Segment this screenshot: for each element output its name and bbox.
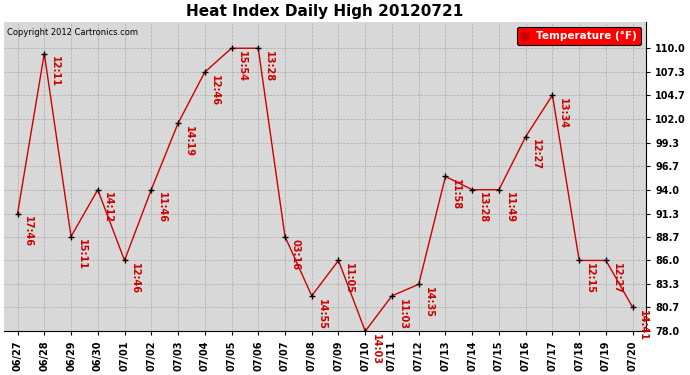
Text: 14:55: 14:55 bbox=[317, 298, 327, 330]
Title: Heat Index Daily High 20120721: Heat Index Daily High 20120721 bbox=[186, 4, 464, 19]
Text: 13:28: 13:28 bbox=[477, 192, 488, 224]
Text: 11:46: 11:46 bbox=[157, 192, 167, 224]
Text: 12:11: 12:11 bbox=[50, 56, 60, 87]
Text: 11:03: 11:03 bbox=[397, 298, 408, 330]
Text: 03:16: 03:16 bbox=[290, 239, 301, 270]
Text: 14:12: 14:12 bbox=[104, 192, 113, 224]
Text: 12:27: 12:27 bbox=[611, 263, 622, 294]
Text: 12:27: 12:27 bbox=[531, 140, 541, 171]
Text: 12:46: 12:46 bbox=[130, 263, 140, 294]
Text: 14:41: 14:41 bbox=[638, 310, 648, 341]
Text: 17:46: 17:46 bbox=[23, 216, 33, 248]
Text: 13:34: 13:34 bbox=[558, 98, 568, 129]
Text: 14:19: 14:19 bbox=[184, 126, 194, 157]
Text: 14:03: 14:03 bbox=[371, 334, 381, 365]
Text: 15:54: 15:54 bbox=[237, 51, 247, 82]
Text: 11:49: 11:49 bbox=[504, 192, 515, 224]
Text: 14:35: 14:35 bbox=[424, 287, 434, 318]
Text: 15:11: 15:11 bbox=[77, 239, 86, 270]
Text: Copyright 2012 Cartronics.com: Copyright 2012 Cartronics.com bbox=[8, 28, 139, 37]
Text: 13:28: 13:28 bbox=[264, 51, 274, 82]
Text: 12:46: 12:46 bbox=[210, 75, 220, 106]
Text: 12:15: 12:15 bbox=[584, 263, 595, 294]
Legend: Temperature (°F): Temperature (°F) bbox=[518, 27, 641, 45]
Text: 11:05: 11:05 bbox=[344, 263, 354, 294]
Text: 11:58: 11:58 bbox=[451, 179, 461, 210]
